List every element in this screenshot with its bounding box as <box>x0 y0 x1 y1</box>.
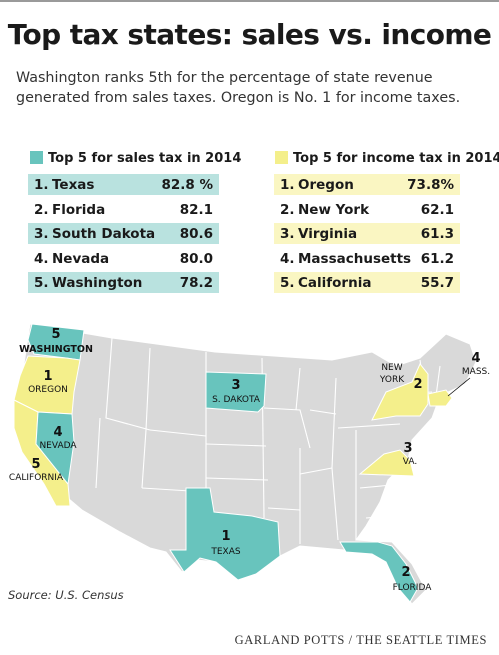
texas-state <box>169 487 281 581</box>
income-table-rank: 4. <box>280 250 295 267</box>
south-dakota-state <box>205 371 267 413</box>
sales-table-state: Washington <box>52 275 143 291</box>
sales-table-row: 1. Texas 82.8 % <box>28 174 219 195</box>
income-table-value: 61.2 <box>420 250 454 267</box>
washington-label: WASHINGTON <box>19 344 93 355</box>
south-dakota-label: S. DAKOTA <box>212 395 261 405</box>
income-table-heading: Top 5 for income tax in 2014 <box>275 151 499 169</box>
income-table-row: 4. Massachusetts 61.2 <box>274 248 460 269</box>
income-table-rank: 2. <box>280 201 295 218</box>
florida-rank: 2 <box>401 565 410 580</box>
new-york-label-line2: YORK <box>379 375 405 385</box>
sales-table-rank: 3. <box>34 226 49 242</box>
source-note: Source: U.S. Census <box>8 588 124 602</box>
credit-line: GARLAND POTTS / THE SEATTLE TIMES <box>234 633 487 647</box>
sales-table-rank: 4. <box>34 250 49 267</box>
sales-table-row: 4. Nevada 80.0 <box>28 248 219 269</box>
sales-table-value: 82.8 % <box>161 177 213 193</box>
sales-table-state: Nevada <box>52 250 110 267</box>
washington-rank: 5 <box>51 327 60 342</box>
sales-table-rank: 1. <box>34 177 49 193</box>
california-rank: 5 <box>31 457 40 472</box>
income-table-title: Top 5 for income tax in 2014 <box>293 151 499 166</box>
massachusetts-leader-line <box>447 377 471 397</box>
new-york-state <box>371 363 429 421</box>
income-table-state: Oregon <box>298 177 354 193</box>
nevada-rank: 4 <box>53 425 62 440</box>
oregon-rank: 1 <box>43 369 52 384</box>
nevada-label: NEVADA <box>39 441 77 451</box>
new-york-label-line1: NEW <box>381 363 402 373</box>
sales-table-value: 80.6 <box>179 226 213 242</box>
oregon-label: OREGON <box>28 385 68 395</box>
page-title: Top tax states: sales vs. income <box>7 18 492 51</box>
income-table-state: California <box>298 275 372 291</box>
sales-table-value: 78.2 <box>179 275 213 291</box>
virginia-label: VA. <box>403 457 417 467</box>
virginia-state <box>358 449 415 477</box>
sales-table-row: 2. Florida 82.1 <box>28 199 219 220</box>
income-table-value: 73.8% <box>407 177 454 193</box>
income-swatch <box>275 151 288 164</box>
us-outline <box>19 323 477 605</box>
sales-table-value: 80.0 <box>179 250 213 267</box>
income-table-value: 62.1 <box>420 201 454 218</box>
income-table-value: 61.3 <box>420 226 454 242</box>
top-rule <box>0 0 499 2</box>
texas-rank: 1 <box>221 529 230 544</box>
income-table-value: 55.7 <box>420 275 454 291</box>
nevada-state <box>35 411 75 486</box>
income-table-row: 2. New York 62.1 <box>274 199 460 220</box>
sales-table-state: Texas <box>52 177 95 193</box>
sales-table-state: Florida <box>52 201 106 218</box>
sales-table-rank: 2. <box>34 201 49 218</box>
sales-table-row: 3. South Dakota 80.6 <box>28 223 219 244</box>
sales-table-value: 82.1 <box>179 201 213 218</box>
sales-table-row: 5. Washington 78.2 <box>28 272 219 293</box>
sales-table-state: South Dakota <box>52 226 156 242</box>
income-table-state: Virginia <box>298 226 358 242</box>
income-table-row: 5. California 55.7 <box>274 272 460 293</box>
virginia-rank: 3 <box>403 441 412 456</box>
income-table-state: Massachusetts <box>298 250 412 267</box>
california-label: CALIFORNIA <box>9 473 64 483</box>
florida-state <box>339 541 419 603</box>
us-map: 5 WASHINGTON 1 OREGON 4 NEVADA 5 CALIFOR… <box>0 318 499 618</box>
texas-label: TEXAS <box>210 547 241 557</box>
sales-table-title: Top 5 for sales tax in 2014 <box>48 151 242 166</box>
income-table-rank: 3. <box>280 226 295 242</box>
massachusetts-label: MASS. <box>462 367 490 377</box>
sales-swatch <box>30 151 43 164</box>
new-york-rank: 2 <box>413 377 422 392</box>
income-table-row: 1. Oregon 73.8% <box>274 174 460 195</box>
income-table-state: New York <box>298 201 370 218</box>
south-dakota-rank: 3 <box>231 378 240 393</box>
sales-table-heading: Top 5 for sales tax in 2014 <box>30 151 241 169</box>
florida-label: FLORIDA <box>393 583 433 593</box>
income-table-rank: 1. <box>280 177 295 193</box>
page-subtitle: Washington ranks 5th for the percentage … <box>16 70 461 106</box>
sales-table-rank: 5. <box>34 275 49 291</box>
income-table-row: 3. Virginia 61.3 <box>274 223 460 244</box>
massachusetts-state <box>427 389 453 407</box>
income-table-rank: 5. <box>280 275 295 291</box>
massachusetts-rank: 4 <box>471 351 480 366</box>
